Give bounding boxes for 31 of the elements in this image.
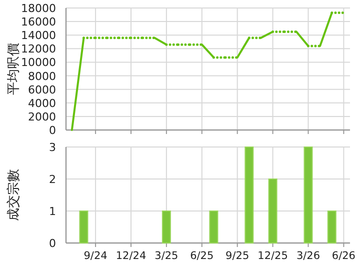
y-axis-title: 成交宗數 — [6, 169, 22, 221]
x-tick-label: 3/25 — [154, 250, 178, 262]
bar — [268, 178, 278, 244]
x-tick-label: 6/26 — [332, 250, 356, 262]
bar — [162, 210, 171, 244]
y-tick-label: 8000 — [28, 70, 56, 83]
bar — [327, 210, 336, 244]
y-tick-label: 2 — [49, 173, 56, 186]
y-tick-label: 4000 — [28, 96, 56, 110]
bar — [244, 146, 254, 244]
y-tick-label: 14000 — [21, 29, 56, 42]
bar — [209, 210, 218, 244]
y-tick-label: 3 — [49, 141, 56, 154]
bar — [79, 210, 88, 244]
x-tick-label: 9/25 — [226, 250, 250, 262]
x-tick-label: 6/25 — [190, 250, 214, 262]
y-tick-label: 18000 — [21, 2, 56, 15]
bar — [304, 146, 313, 244]
y-tick-label: 1 — [49, 205, 56, 218]
y-tick-label: 6000 — [28, 83, 56, 96]
x-tick-label: 12/24 — [116, 250, 146, 262]
y-tick-label: 12000 — [21, 42, 56, 56]
y-tick-label: 10000 — [21, 56, 56, 70]
y-tick-label: 16000 — [21, 16, 56, 29]
x-tick-label: 3/26 — [296, 250, 320, 262]
x-tick-label: 12/25 — [258, 250, 288, 262]
y-tick-label: 2000 — [28, 110, 56, 124]
x-tick-label: 9/24 — [84, 250, 108, 262]
y-tick-label: 0 — [49, 124, 56, 137]
y-tick-label: 0 — [49, 237, 56, 250]
y-axis-title: 平均呎價 — [6, 43, 22, 95]
